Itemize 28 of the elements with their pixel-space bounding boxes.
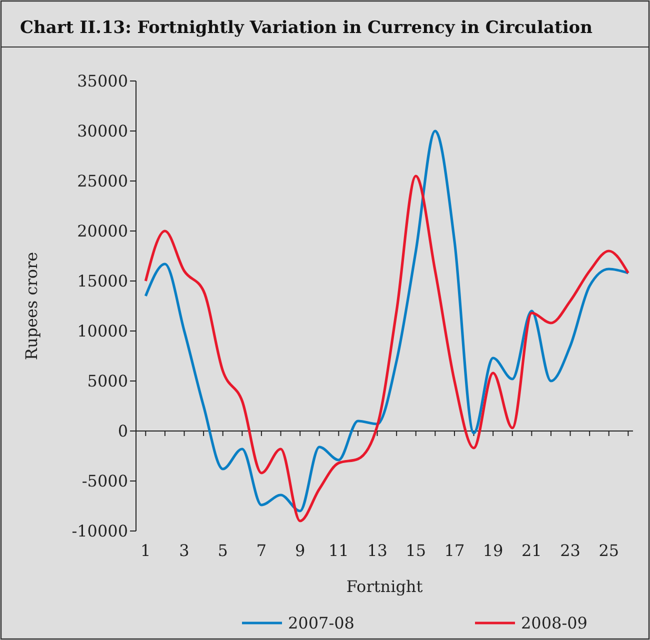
- y-tick-label: 20000: [77, 222, 128, 241]
- y-tick-label: 5000: [87, 372, 128, 391]
- x-tick-label: 21: [521, 541, 542, 560]
- x-tick-label: 23: [560, 541, 580, 560]
- y-tick-label: 15000: [77, 272, 128, 291]
- y-tick-label: -10000: [72, 522, 128, 541]
- y-tick-label: 0: [118, 422, 128, 441]
- x-tick-label: 25: [598, 541, 620, 560]
- x-tick-label: 5: [218, 541, 228, 560]
- x-tick-label: 9: [294, 541, 306, 560]
- y-tick-label: -5000: [82, 472, 128, 491]
- y-axis-title: Rupees crore: [22, 252, 41, 360]
- x-tick-label: 15: [406, 541, 426, 560]
- x-tick-label: 11: [328, 541, 349, 560]
- x-tick-label: 7: [256, 541, 267, 560]
- x-tick-label: 17: [444, 541, 465, 560]
- x-axis-title: Fortnight: [346, 577, 424, 596]
- y-tick-label: 10000: [77, 322, 128, 341]
- x-tick-label: 19: [482, 541, 504, 560]
- y-tick-label: 30000: [77, 122, 128, 141]
- legend-label: 2008-09: [521, 614, 588, 633]
- chart-title: Chart II.13: Fortnightly Variation in Currency in Circulation: [20, 18, 593, 38]
- x-tick-label: 3: [179, 541, 190, 560]
- x-tick-label: 13: [367, 541, 388, 560]
- legend-label: 2007-08: [288, 614, 354, 633]
- y-tick-label: 25000: [77, 172, 128, 191]
- y-tick-label: 35000: [77, 72, 128, 91]
- x-tick-label: 1: [140, 541, 151, 560]
